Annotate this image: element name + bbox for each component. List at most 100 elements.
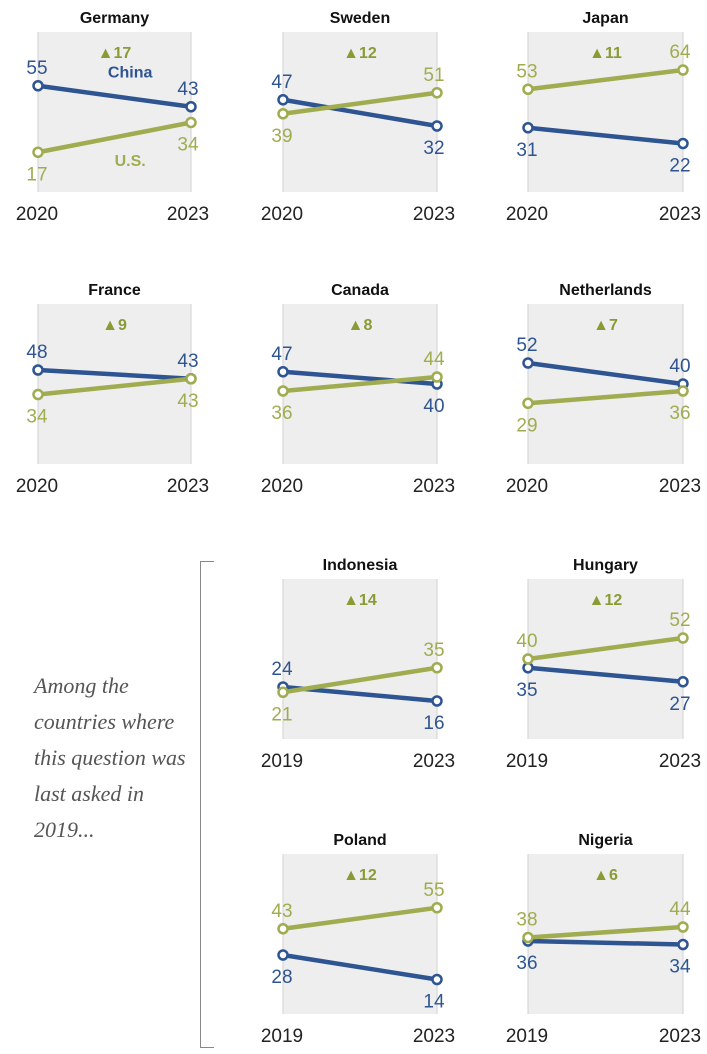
panel-background: [38, 32, 191, 192]
us-series-label: U.S.: [115, 153, 146, 170]
us-value-label-end: 52: [669, 610, 690, 631]
china-value-label-start: 52: [516, 335, 537, 356]
us-point-start: [522, 653, 534, 665]
china-series-line: [525, 360, 686, 387]
panel-background: [283, 854, 437, 1014]
china-value-label-end: 43: [177, 79, 198, 100]
panel-title: Nigeria: [578, 832, 632, 849]
us-point-start: [522, 397, 534, 409]
change-label: ▲12: [589, 592, 623, 609]
chart-panel-france: France ▲9 2020 2023 48 34 43 43: [16, 282, 209, 497]
x-tick-start: 2019: [261, 1026, 303, 1047]
x-tick-end: 2023: [413, 751, 455, 772]
chart-panel-hungary: Hungary ▲12 2019 2023 35 40 27 52: [506, 557, 701, 772]
us-point-end: [431, 371, 443, 383]
x-tick-end: 2023: [413, 1026, 455, 1047]
us-value-label-start: 17: [26, 164, 47, 185]
chart-panel-poland: Poland ▲12 2019 2023 28 43 14 55: [261, 832, 455, 1047]
china-point-start: [522, 357, 534, 369]
us-point-end: [431, 662, 443, 674]
china-value-label-start: 28: [271, 967, 292, 988]
china-series-line: [525, 125, 686, 146]
panel-title: Japan: [582, 10, 628, 27]
us-value-label-end: 43: [177, 391, 198, 412]
china-value-label-end: 34: [669, 957, 691, 978]
panel-title: Hungary: [573, 557, 638, 574]
us-series-line: [525, 924, 686, 940]
us-series-line: [525, 67, 686, 92]
x-tick-end: 2023: [413, 204, 455, 225]
china-value-label-end: 40: [669, 356, 690, 377]
china-series-line: [525, 938, 686, 947]
change-label: ▲17: [98, 45, 132, 62]
china-point-end: [677, 938, 689, 951]
china-point-start: [277, 94, 289, 106]
us-value-label-start: 29: [516, 415, 537, 436]
x-tick-end: 2023: [659, 204, 701, 225]
change-label: ▲12: [343, 867, 377, 884]
x-tick-end: 2023: [167, 204, 209, 225]
china-series-line: [280, 952, 440, 982]
us-point-start: [277, 923, 289, 935]
us-series-line: [35, 120, 194, 155]
us-point-end: [677, 921, 689, 933]
x-tick-end: 2023: [413, 476, 455, 497]
china-value-label-end: 32: [423, 138, 444, 159]
us-value-label-end: 55: [423, 880, 444, 901]
us-series-line: [280, 905, 440, 931]
china-value-label-end: 14: [423, 992, 445, 1013]
us-value-label-end: 51: [423, 65, 444, 86]
china-value-label-start: 36: [516, 953, 537, 974]
x-tick-start: 2019: [506, 751, 548, 772]
us-value-label-start: 40: [516, 631, 537, 652]
change-label: ▲7: [593, 317, 618, 334]
china-value-label-end: 22: [669, 156, 690, 177]
us-series-line: [280, 90, 440, 116]
x-tick-start: 2020: [261, 204, 303, 225]
china-value-label-start: 55: [26, 58, 47, 79]
china-point-end: [185, 101, 197, 113]
x-tick-start: 2020: [261, 476, 303, 497]
us-value-label-end: 35: [423, 640, 444, 661]
china-point-start: [522, 122, 534, 134]
panel-title: Sweden: [330, 10, 390, 27]
china-series-line: [35, 83, 194, 109]
us-point-end: [677, 64, 689, 76]
china-series-label: China: [108, 64, 153, 81]
us-point-start: [32, 146, 44, 158]
us-point-end: [185, 373, 197, 385]
china-value-label-start: 35: [516, 680, 537, 701]
x-tick-start: 2020: [16, 204, 58, 225]
us-point-start: [277, 686, 289, 698]
china-series-line: [525, 665, 686, 684]
us-series-line: [525, 635, 686, 662]
panel-background: [528, 32, 683, 192]
china-point-end: [431, 973, 443, 986]
change-label: ▲12: [343, 45, 377, 62]
china-series-line: [35, 367, 194, 381]
change-label: ▲9: [102, 317, 127, 334]
change-label: ▲14: [343, 592, 377, 609]
china-value-label-start: 47: [271, 72, 292, 93]
china-series-line: [280, 369, 440, 387]
chart-panel-germany: Germany ▲17 2020 2023 55 17 43 34 China U.S.: [16, 10, 209, 225]
us-value-label-end: 34: [177, 135, 199, 156]
us-value-label-start: 38: [516, 910, 537, 931]
us-point-start: [32, 388, 44, 401]
china-point-start: [32, 80, 44, 92]
us-value-label-start: 36: [271, 403, 292, 424]
us-series-line: [35, 376, 194, 397]
china-value-label-end: 43: [177, 351, 198, 372]
china-point-start: [277, 366, 289, 378]
china-series-line: [280, 97, 440, 129]
us-value-label-start: 21: [271, 704, 292, 725]
china-point-end: [431, 695, 443, 707]
x-tick-end: 2023: [167, 476, 209, 497]
us-series-line: [525, 388, 686, 406]
change-label: ▲11: [589, 45, 622, 62]
china-point-end: [677, 137, 689, 150]
chart-panel-sweden: Sweden ▲12 2020 2023 47 39 32 51: [261, 10, 455, 225]
china-point-end: [677, 676, 689, 688]
us-point-end: [431, 902, 443, 914]
china-point-start: [277, 949, 289, 961]
